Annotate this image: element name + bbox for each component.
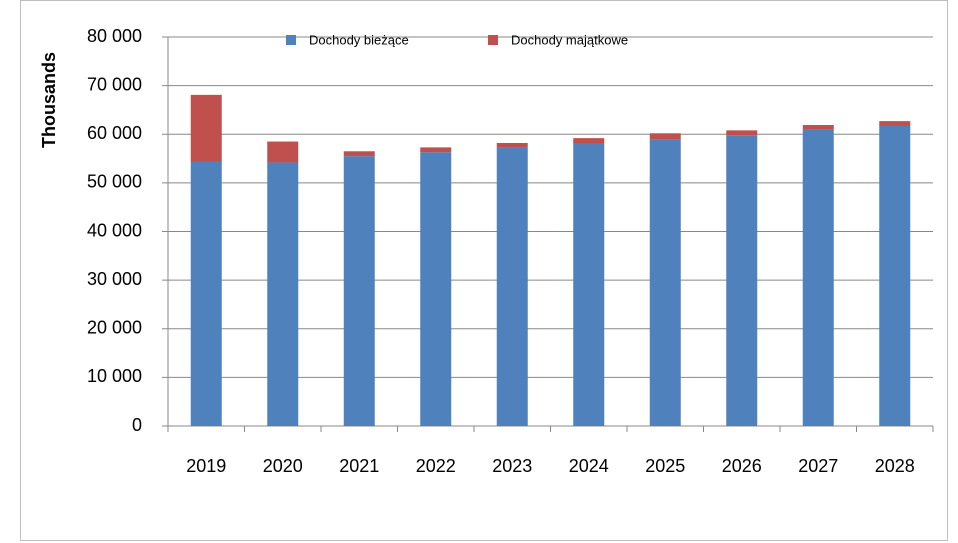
y-tick-label: 30 000 xyxy=(87,269,142,289)
bar-segment xyxy=(420,152,452,426)
x-tick-label: 2022 xyxy=(416,456,456,476)
legend-label: Dochody majątkowe xyxy=(511,32,628,47)
y-tick-label: 10 000 xyxy=(87,366,142,386)
bar-segment xyxy=(649,139,681,427)
bar-segment xyxy=(267,141,299,163)
y-tick-label: 20 000 xyxy=(87,318,142,338)
bar-segment xyxy=(496,143,528,148)
chart-frame xyxy=(20,0,948,541)
bar-segment xyxy=(726,135,758,426)
x-tick-label: 2020 xyxy=(263,456,303,476)
x-tick-label: 2023 xyxy=(492,456,532,476)
x-tick-label: 2019 xyxy=(186,456,226,476)
x-tick-label: 2026 xyxy=(722,456,762,476)
bar-segment xyxy=(879,125,911,426)
y-tick-label: 50 000 xyxy=(87,172,142,192)
y-axis-title: Thousands xyxy=(39,52,59,148)
bar-segment xyxy=(343,151,375,157)
legend-swatch xyxy=(286,35,296,45)
bar-segment xyxy=(190,94,222,162)
bar-segment xyxy=(879,121,911,126)
y-tick-label: 60 000 xyxy=(87,123,142,143)
legend-swatch xyxy=(488,35,498,45)
x-tick-label: 2021 xyxy=(339,456,379,476)
bar-segment xyxy=(573,138,605,144)
x-tick-label: 2025 xyxy=(645,456,685,476)
bar-segment xyxy=(649,133,681,140)
bar-segment xyxy=(190,161,222,426)
y-tick-label: 70 000 xyxy=(87,74,142,94)
x-tick-label: 2024 xyxy=(569,456,609,476)
x-tick-label: 2027 xyxy=(798,456,838,476)
bar-segment xyxy=(573,143,605,426)
bar-segment xyxy=(343,156,375,426)
bar-segment xyxy=(496,147,528,427)
bar-segment xyxy=(802,129,834,426)
y-tick-label: 0 xyxy=(132,415,142,435)
bar-segment xyxy=(267,162,299,426)
x-tick-label: 2028 xyxy=(875,456,915,476)
bar-segment xyxy=(802,125,834,130)
legend-label: Dochody bieżące xyxy=(309,32,409,47)
bar-segment xyxy=(726,130,758,136)
bar-segment xyxy=(420,147,452,153)
y-tick-label: 40 000 xyxy=(87,220,142,240)
y-tick-label: 80 000 xyxy=(87,26,142,46)
